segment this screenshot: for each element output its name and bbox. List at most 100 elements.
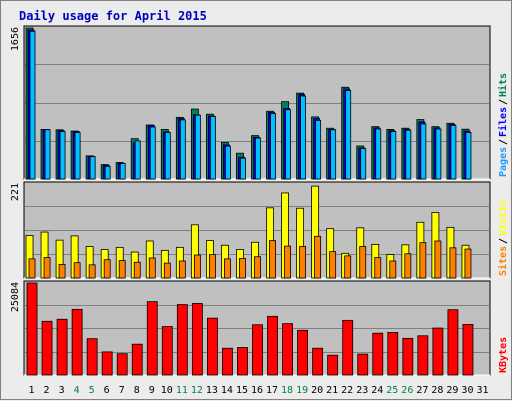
- day-label-25: 25: [386, 385, 398, 396]
- sites-bar-day-3: [58, 263, 66, 279]
- sites-bar-day-1: [28, 258, 36, 279]
- pages-bar-day-20: [315, 120, 322, 180]
- pages-bar-day-6: [104, 166, 111, 180]
- sites-bar-day-20: [314, 235, 322, 279]
- kbytes-bar-day-16: [252, 324, 263, 376]
- legend-files: Files: [497, 107, 509, 137]
- pages-bar-day-7: [119, 163, 126, 180]
- kbytes-bar-day-20: [312, 347, 324, 376]
- kbytes-bar-day-5: [86, 338, 98, 376]
- kbytes-bar-day-12: [191, 303, 203, 376]
- day-label-19: 19: [296, 385, 308, 396]
- sites-bar-day-19: [299, 246, 307, 279]
- sites-bar-day-22: [344, 255, 352, 279]
- legend-separator: /: [498, 99, 509, 105]
- kbytes-bar-day-25: [387, 332, 399, 376]
- kbytes-bar-day-9: [146, 301, 158, 376]
- pages-bar-day-16: [255, 137, 261, 180]
- kbytes-bar-day-10: [161, 326, 173, 376]
- pages-bar-day-10: [164, 132, 171, 180]
- sites-bar-day-26: [404, 253, 412, 279]
- sites-bar-day-28: [434, 240, 442, 279]
- day-label-13: 13: [206, 385, 218, 396]
- day-label-5: 5: [89, 385, 95, 396]
- kbytes-bar-day-7: [116, 353, 128, 376]
- kbytes-bar-day-21: [327, 354, 339, 376]
- pages-bar-day-2: [44, 129, 51, 180]
- kbytes-bar-day-27: [417, 335, 429, 376]
- legend-separator: /: [498, 238, 509, 244]
- pages-bar-day-18: [285, 109, 291, 180]
- sites-bar-day-18: [284, 245, 291, 279]
- day-label-8: 8: [134, 385, 140, 396]
- pages-bar-day-15: [240, 157, 246, 180]
- sites-bar-day-29: [449, 247, 457, 279]
- sites-bar-day-27: [419, 242, 427, 279]
- sites-bar-day-9: [148, 257, 156, 279]
- day-label-10: 10: [161, 385, 173, 396]
- day-label-21: 21: [326, 385, 338, 396]
- pages-bar-day-11: [179, 119, 186, 180]
- sites-bar-day-10: [163, 262, 171, 279]
- pages-bar-day-5: [89, 156, 96, 180]
- day-label-6: 6: [104, 385, 110, 396]
- kbytes-bar-day-17: [267, 315, 278, 376]
- sites-bar-day-21: [329, 251, 337, 279]
- day-label-26: 26: [401, 385, 413, 396]
- sites-bar-day-13: [208, 254, 216, 279]
- day-label-31: 31: [476, 385, 488, 396]
- day-label-17: 17: [266, 385, 278, 396]
- sites-bar-day-17: [269, 240, 276, 279]
- day-label-4: 4: [74, 385, 80, 396]
- day-label-23: 23: [356, 385, 368, 396]
- pages-bar-day-27: [420, 123, 427, 180]
- kbytes-bar-day-13: [206, 317, 218, 376]
- sites-bar-day-8: [133, 261, 141, 279]
- day-label-29: 29: [446, 385, 458, 396]
- pages-bar-day-12: [194, 114, 201, 180]
- kbytes-bar-day-28: [432, 327, 444, 376]
- kbytes-bar-day-24: [372, 332, 384, 376]
- kbytes-bar-day-18: [282, 323, 293, 376]
- sites-bar-day-23: [359, 246, 367, 279]
- day-label-9: 9: [149, 385, 155, 396]
- pages-bar-day-1: [29, 30, 36, 180]
- pages-bar-day-13: [209, 116, 216, 180]
- chart-title: Daily usage for April 2015: [19, 9, 207, 23]
- panel-visits-ymax-label: 221: [10, 183, 21, 201]
- day-label-28: 28: [431, 385, 443, 396]
- pages-bar-day-3: [59, 131, 66, 180]
- kbytes-bar-day-4: [71, 308, 83, 376]
- day-label-22: 22: [341, 385, 353, 396]
- day-label-20: 20: [311, 385, 323, 396]
- pages-bar-day-23: [360, 148, 367, 180]
- pages-bar-day-17: [270, 113, 276, 180]
- kbytes-bar-day-2: [41, 320, 53, 376]
- day-label-2: 2: [44, 385, 50, 396]
- pages-bar-day-25: [390, 131, 397, 180]
- pages-bar-day-22: [345, 90, 352, 180]
- sites-bar-day-2: [43, 257, 51, 279]
- day-label-14: 14: [221, 385, 233, 396]
- legend-sites: Sites: [497, 246, 509, 276]
- pages-bar-day-4: [74, 132, 81, 180]
- kbytes-bar-day-22: [342, 319, 354, 376]
- sites-bar-day-24: [374, 257, 382, 279]
- day-label-3: 3: [59, 385, 65, 396]
- legend-pages: Pages: [498, 147, 509, 177]
- kbytes-bar-day-30: [462, 323, 474, 376]
- sites-bar-day-6: [103, 259, 111, 279]
- sites-bar-day-7: [118, 260, 126, 279]
- day-label-12: 12: [191, 385, 203, 396]
- day-label-18: 18: [281, 385, 293, 396]
- legend-hits: Hits: [497, 73, 509, 97]
- kbytes-bar-day-14: [222, 347, 233, 376]
- legend-kbytes: KBytes: [498, 337, 509, 373]
- kbytes-bar-day-6: [101, 351, 113, 376]
- pages-bar-day-29: [450, 125, 457, 180]
- kbytes-bar-day-11: [176, 304, 188, 376]
- pages-bar-day-30: [465, 132, 472, 180]
- pages-bar-day-9: [149, 126, 156, 180]
